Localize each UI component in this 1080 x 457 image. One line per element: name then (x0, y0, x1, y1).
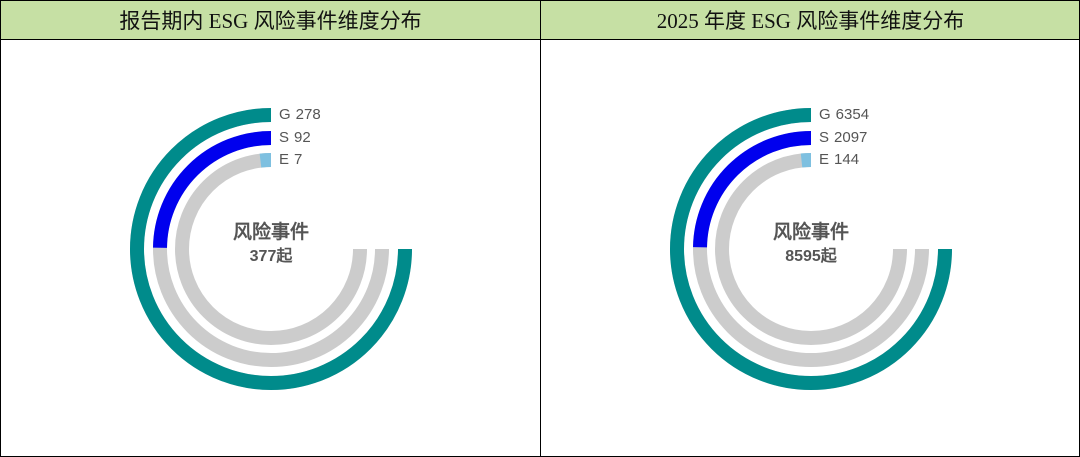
panel-title: 2025 年度 ESG 风险事件维度分布 (541, 1, 1079, 40)
ring-category: G (819, 106, 831, 123)
ring-category: E (279, 151, 289, 168)
panel: 报告期内 ESG 风险事件维度分布 G 278 S 92 E 7 风险事件 377起 (1, 1, 540, 456)
ring-value: 2097 (834, 129, 867, 146)
panel-title: 报告期内 ESG 风险事件维度分布 (1, 1, 540, 40)
chart: G 6354 S 2097 E 144 风险事件 8595起 (670, 106, 952, 390)
ring-category: S (819, 129, 829, 146)
center-title: 风险事件 (233, 220, 309, 243)
ring-category: S (279, 129, 289, 146)
center-text: 377起 (250, 246, 294, 265)
ring-label: S 2097 (819, 129, 867, 146)
ring-label: E 144 (819, 151, 859, 168)
panel: 2025 年度 ESG 风险事件维度分布 G 6354 S 2097 E 144 风险事件 85… (540, 1, 1079, 456)
chart: G 278 S 92 E 7 风险事件 377起 (130, 106, 412, 390)
ring-label: G 278 (279, 106, 321, 123)
ring-value: 92 (294, 129, 311, 146)
ring-track (175, 153, 367, 345)
ring-value: 7 (294, 151, 302, 168)
ring-label: G 6354 (819, 106, 869, 123)
ring-label: S 92 (279, 129, 311, 146)
ring-category: E (819, 151, 829, 168)
ring-value: 278 (296, 106, 321, 123)
ring-bar (693, 131, 812, 248)
ring-bar (800, 153, 812, 168)
ring-bar (259, 153, 272, 168)
ring-value: 144 (834, 151, 859, 168)
ring-bar (130, 108, 412, 390)
ring-track (715, 153, 907, 345)
center-text: 8595起 (785, 246, 838, 265)
ring-bar (670, 108, 952, 390)
center-title: 风险事件 (773, 220, 849, 243)
ring-value: 6354 (836, 106, 869, 123)
ring-bar (153, 131, 272, 248)
ring-category: G (279, 106, 291, 123)
